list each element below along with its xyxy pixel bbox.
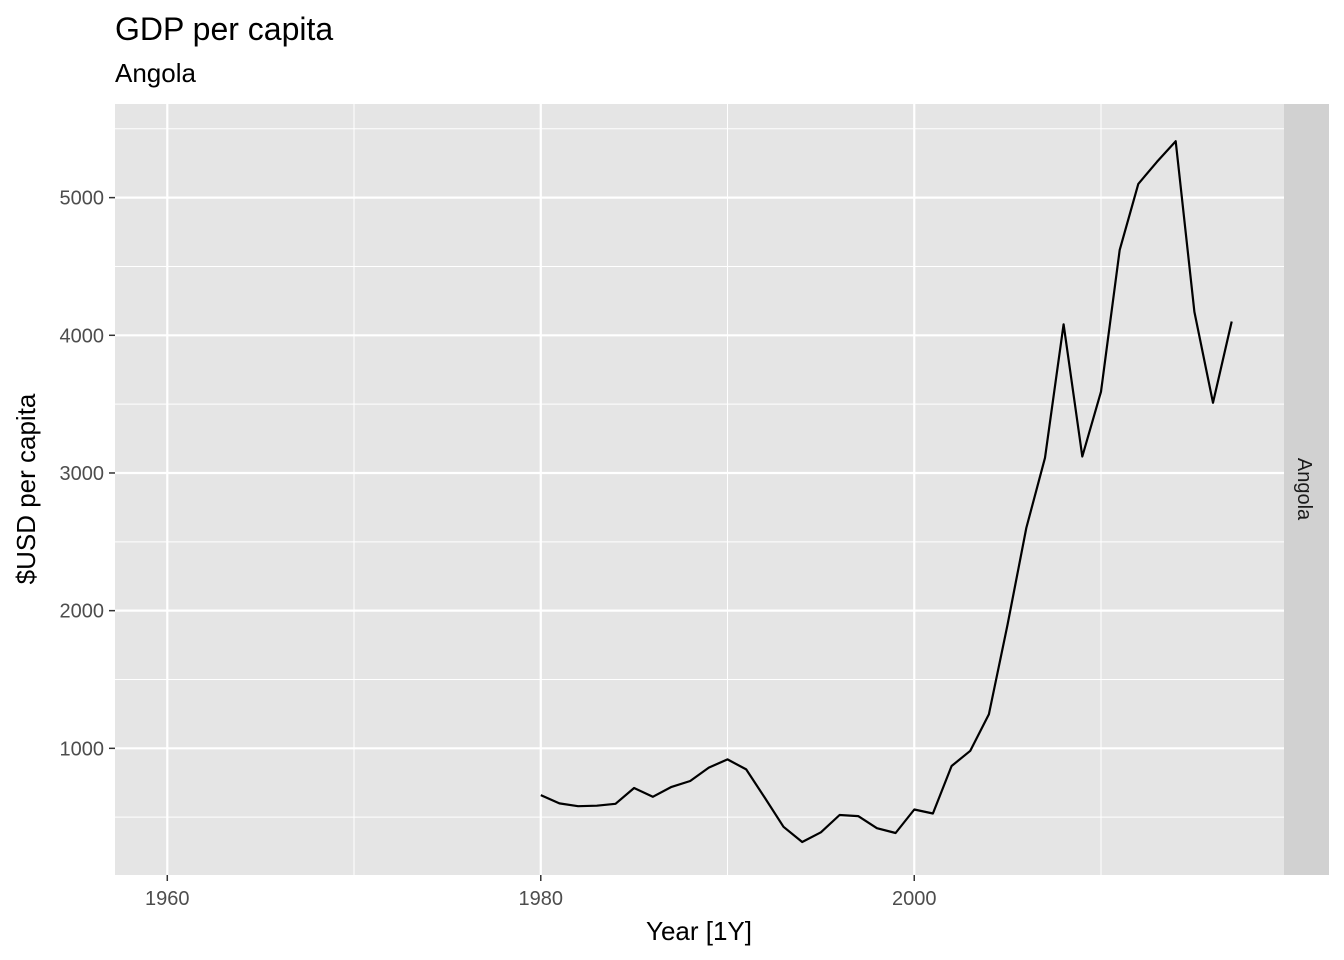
y-tick-label: 4000 — [60, 325, 105, 347]
y-tick-label: 3000 — [60, 463, 105, 485]
chart-subtitle: Angola — [115, 58, 196, 88]
y-tick-label: 5000 — [60, 188, 105, 210]
plot-panel — [115, 104, 1284, 875]
y-axis-ticks: 1000 2000 3000 4000 5000 — [60, 188, 115, 760]
x-tick-label: 2000 — [892, 888, 937, 910]
facet-strip — [1284, 104, 1329, 875]
x-tick-label: 1980 — [519, 888, 564, 910]
x-tick-label: 1960 — [145, 888, 190, 910]
y-axis-title: $USD per capita — [11, 393, 41, 584]
chart-title: GDP per capita — [115, 11, 333, 47]
x-axis-ticks: 1960 1980 2000 — [145, 875, 937, 910]
series-line — [540, 140, 1233, 844]
y-tick-label: 2000 — [60, 601, 105, 623]
grid-lines — [115, 104, 1284, 875]
series-layer — [540, 140, 1233, 844]
x-axis-title: Year [1Y] — [646, 916, 752, 946]
facet-strip-label: Angola — [1293, 458, 1315, 521]
y-tick-label: 1000 — [60, 738, 105, 760]
